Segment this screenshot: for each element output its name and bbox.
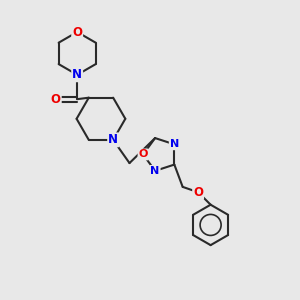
Text: N: N [170,139,179,149]
Text: N: N [151,166,160,176]
Text: O: O [72,26,82,38]
Text: O: O [51,93,61,106]
Text: N: N [108,134,118,146]
Text: N: N [72,68,82,81]
Text: O: O [193,186,203,199]
Text: O: O [139,149,148,160]
